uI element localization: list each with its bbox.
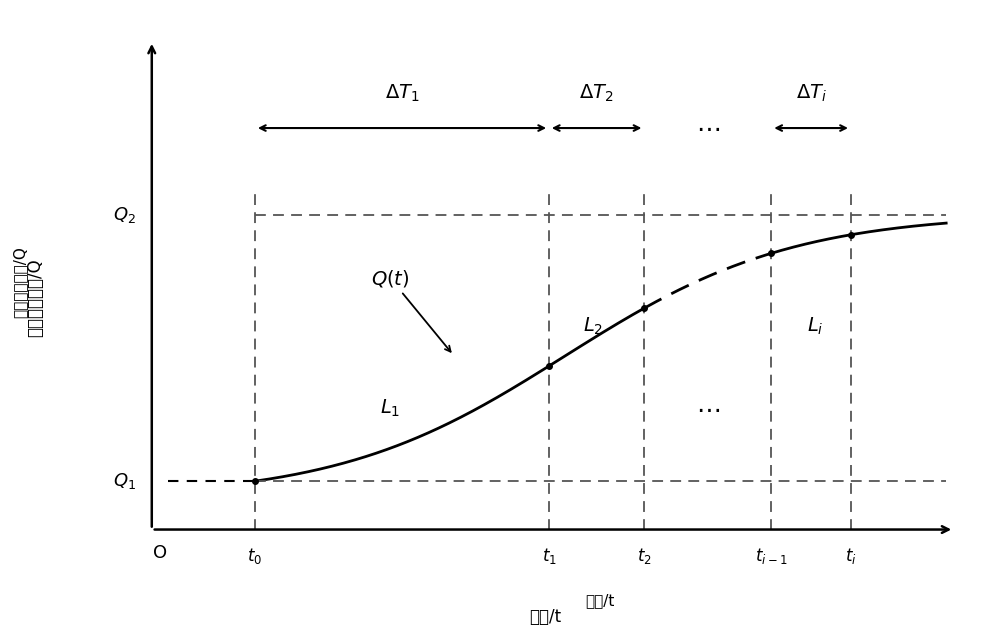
Text: $\Delta T_2$: $\Delta T_2$ [579, 83, 614, 104]
Text: $t_1$: $t_1$ [542, 546, 556, 567]
Text: $L_1$: $L_1$ [380, 398, 400, 419]
Text: $t_2$: $t_2$ [637, 546, 652, 567]
Text: $t_i$: $t_i$ [845, 546, 857, 567]
Text: 时间/t: 时间/t [585, 593, 615, 608]
Text: $t_0$: $t_0$ [247, 546, 263, 567]
Text: $Q_1$: $Q_1$ [113, 471, 136, 491]
Text: $\cdots$: $\cdots$ [696, 397, 720, 421]
Text: $\Delta T_1$: $\Delta T_1$ [385, 83, 419, 104]
Text: O: O [153, 544, 167, 562]
Text: 燃气泄漏流量/Q: 燃气泄漏流量/Q [26, 258, 44, 337]
Text: 时间/t: 时间/t [529, 608, 561, 625]
Text: 燃气泄漏流量/Q: 燃气泄漏流量/Q [12, 246, 28, 317]
Text: $Q_2$: $Q_2$ [113, 205, 136, 225]
Text: $t_{i-1}$: $t_{i-1}$ [755, 546, 788, 567]
Text: $Q(t)$: $Q(t)$ [371, 267, 451, 352]
Text: $L_i$: $L_i$ [807, 316, 823, 337]
Text: $\Delta T_i$: $\Delta T_i$ [796, 83, 827, 104]
Text: $\cdots$: $\cdots$ [696, 116, 720, 140]
Text: $L_2$: $L_2$ [583, 316, 603, 337]
